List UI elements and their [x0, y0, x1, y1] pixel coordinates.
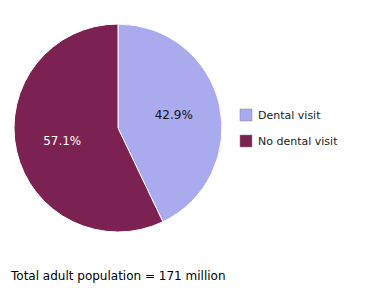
chart-container: 42.9% 57.1% Dental visit No dental visit Tot… — [0, 0, 369, 288]
slices — [14, 24, 222, 232]
legend: Dental visit No dental visit — [240, 109, 338, 148]
legend-label: Dental visit — [258, 109, 321, 122]
legend-label: No dental visit — [258, 135, 338, 148]
footer-note: Total adult population = 171 million — [10, 269, 226, 283]
data-labels: 42.9% 57.1% — [43, 108, 193, 147]
legend-swatch — [240, 109, 252, 121]
data-label: 57.1% — [43, 134, 81, 148]
legend-swatch — [240, 135, 252, 147]
pie-slice — [14, 24, 163, 232]
data-label: 42.9% — [155, 108, 193, 122]
chart: 42.9% 57.1% Dental visit No dental visit Tot… — [0, 0, 369, 288]
